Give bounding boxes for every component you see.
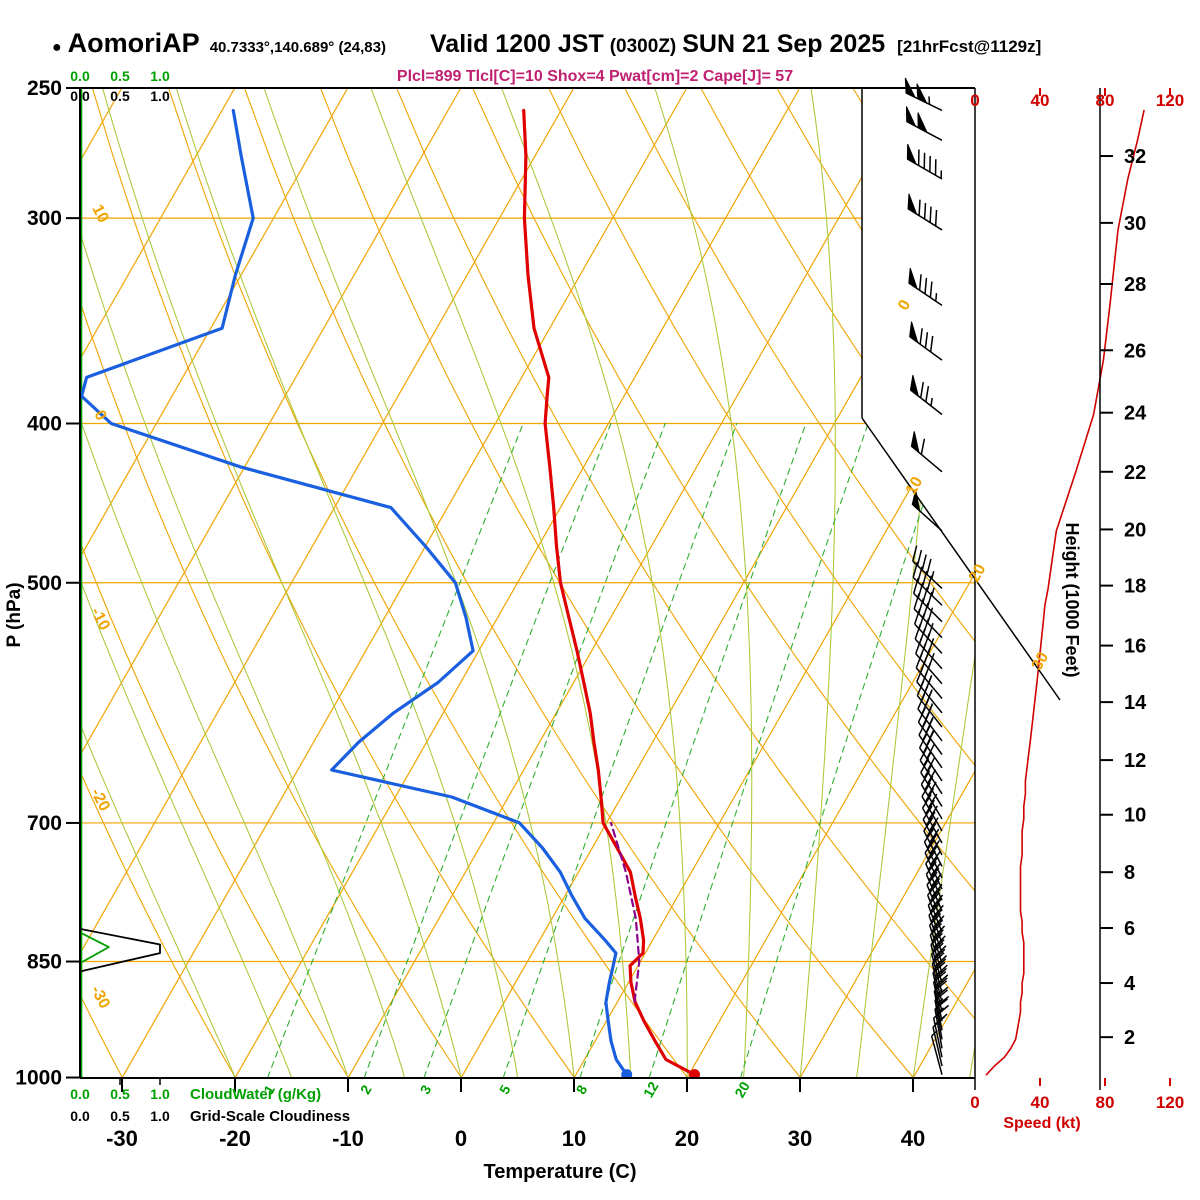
- svg-text:P (hPa): P (hPa): [4, 582, 25, 647]
- svg-text:0.5: 0.5: [110, 1086, 130, 1102]
- svg-text:10: 10: [562, 1126, 586, 1151]
- station-name: AomoriAP: [67, 28, 200, 58]
- svg-text:10: 10: [903, 474, 927, 498]
- svg-text:28: 28: [1124, 274, 1146, 296]
- wind-barbs: [904, 77, 950, 1075]
- svg-text:0.5: 0.5: [110, 88, 130, 104]
- svg-text:4: 4: [1124, 973, 1136, 995]
- svg-text:1.0: 1.0: [150, 1108, 170, 1124]
- svg-text:10: 10: [1124, 805, 1146, 827]
- svg-text:0.5: 0.5: [110, 1108, 130, 1124]
- svg-text:-20: -20: [87, 786, 113, 814]
- svg-text:400: 400: [27, 412, 62, 435]
- valid-utc: (0300Z): [609, 36, 677, 57]
- svg-text:0: 0: [455, 1126, 467, 1151]
- svg-text:20: 20: [731, 1079, 753, 1101]
- svg-text:24: 24: [1124, 403, 1147, 425]
- svg-text:0.0: 0.0: [70, 1086, 90, 1102]
- svg-text:Temperature (C): Temperature (C): [484, 1161, 637, 1183]
- svg-text:26: 26: [1124, 340, 1146, 362]
- svg-text:-30: -30: [106, 1126, 138, 1151]
- forecast-note: [21hrFcst@1129z]: [897, 37, 1042, 56]
- svg-text:120: 120: [1156, 1093, 1184, 1112]
- svg-text:40: 40: [901, 1126, 925, 1151]
- svg-text:2: 2: [357, 1082, 375, 1097]
- svg-text:40: 40: [1031, 1093, 1050, 1112]
- svg-text:0.0: 0.0: [70, 68, 90, 84]
- svg-text:CloudWater (g/Kg): CloudWater (g/Kg): [190, 1086, 321, 1103]
- svg-text:0: 0: [970, 1093, 979, 1112]
- svg-text:40: 40: [1031, 91, 1050, 110]
- svg-text:2: 2: [1124, 1027, 1135, 1049]
- svg-text:Grid-Scale Cloudiness: Grid-Scale Cloudiness: [190, 1108, 350, 1125]
- svg-text:300: 300: [27, 207, 62, 230]
- svg-text:0.0: 0.0: [70, 88, 90, 104]
- header: ● AomoriAP 40.7333°,140.689° (24,83) Valid …: [52, 28, 1041, 59]
- svg-text:80: 80: [1096, 91, 1115, 110]
- svg-text:1.0: 1.0: [150, 1086, 170, 1102]
- svg-text:-20: -20: [219, 1126, 251, 1151]
- svg-text:0.5: 0.5: [110, 68, 130, 84]
- svg-text:32: 32: [1124, 146, 1146, 168]
- svg-text:700: 700: [27, 812, 62, 835]
- svg-text:120: 120: [1156, 91, 1184, 110]
- svg-text:20: 20: [1124, 519, 1146, 541]
- svg-text:80: 80: [1096, 1093, 1115, 1112]
- svg-text:30: 30: [1124, 213, 1146, 235]
- svg-text:500: 500: [27, 572, 62, 595]
- svg-text:6: 6: [1124, 918, 1135, 940]
- svg-text:0: 0: [970, 91, 979, 110]
- station-marker-icon: ●: [52, 39, 62, 56]
- svg-text:850: 850: [27, 951, 62, 974]
- valid-time: Valid 1200 JST: [430, 30, 604, 58]
- svg-text:-30: -30: [87, 983, 113, 1011]
- svg-text:0.0: 0.0: [70, 1108, 90, 1124]
- svg-text:12: 12: [1124, 750, 1146, 772]
- svg-text:14: 14: [1124, 692, 1147, 714]
- svg-text:18: 18: [1124, 576, 1146, 598]
- svg-text:8: 8: [1124, 862, 1135, 884]
- grid-layer: [80, 88, 975, 1078]
- svg-text:10: 10: [88, 202, 111, 226]
- svg-text:16: 16: [1124, 636, 1146, 658]
- svg-text:8: 8: [573, 1082, 591, 1097]
- indices-line: Plcl=899 Tlcl[C]=10 Shox=4 Pwat[cm]=2 Ca…: [396, 68, 794, 85]
- svg-text:1000: 1000: [15, 1067, 62, 1090]
- svg-text:30: 30: [1029, 649, 1053, 673]
- svg-text:20: 20: [675, 1126, 699, 1151]
- svg-text:3: 3: [417, 1082, 435, 1097]
- svg-text:Speed (kt): Speed (kt): [1003, 1115, 1080, 1132]
- svg-text:1.0: 1.0: [150, 88, 170, 104]
- valid-date: SUN 21 Sep 2025: [682, 30, 886, 58]
- svg-text:250: 250: [27, 77, 62, 100]
- svg-text:20: 20: [966, 561, 990, 585]
- svg-text:Height (1000 Feet): Height (1000 Feet): [1062, 522, 1082, 677]
- svg-text:0: 0: [895, 297, 914, 313]
- speed-curve: [985, 109, 1145, 1076]
- svg-text:12: 12: [640, 1079, 662, 1101]
- svg-text:30: 30: [788, 1126, 812, 1151]
- svg-text:1.0: 1.0: [150, 68, 170, 84]
- svg-text:22: 22: [1124, 462, 1146, 484]
- station-coords: 40.7333°,140.689° (24,83): [209, 39, 386, 56]
- svg-text:5: 5: [496, 1082, 514, 1097]
- svg-text:-10: -10: [332, 1126, 364, 1151]
